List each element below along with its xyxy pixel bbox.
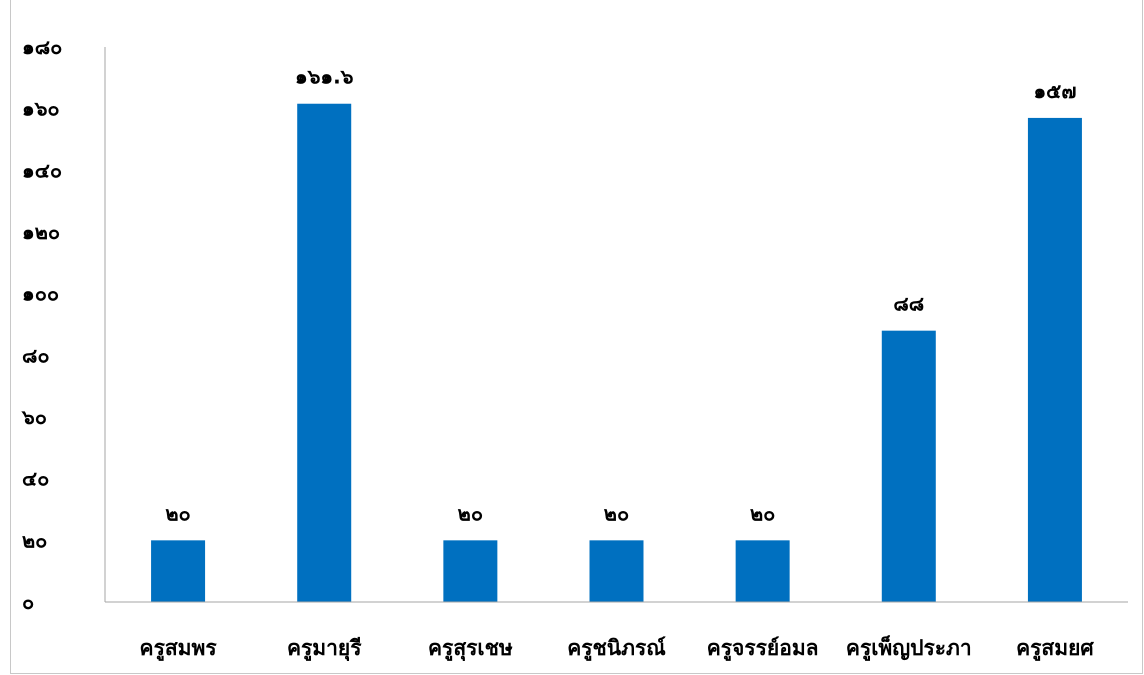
data-label: ๒๐ (165, 501, 190, 525)
bar (881, 330, 936, 602)
x-category-label: ครูสมยศ (1016, 636, 1094, 662)
bar (443, 540, 498, 602)
bars (151, 103, 1082, 603)
bar (735, 540, 790, 602)
y-tick-label: ๘๐ (22, 343, 50, 367)
y-tick-label: ๔๐ (22, 467, 49, 491)
bar (151, 540, 206, 602)
x-category-label: ครูเพ็ญประภา (846, 634, 972, 662)
bar (1027, 117, 1082, 603)
y-tick-label: ๑๒๐ (22, 220, 60, 244)
data-label: ๑๕๗ (1033, 79, 1076, 103)
data-label: ๘๘ (893, 292, 924, 316)
data-label: ๒๐ (750, 501, 775, 525)
y-tick-label: ๖๐ (21, 405, 47, 429)
y-tick-label: ๑๐๐ (22, 282, 59, 306)
x-category-label: ครูมายุรี (287, 636, 362, 662)
data-label: ๒๐ (604, 501, 629, 525)
chart-frame (10, 0, 1143, 674)
y-tick-label: ๐ (22, 590, 34, 614)
x-category-label: ครูสมพร (140, 636, 218, 662)
y-tick-label: ๑๘๐ (22, 35, 62, 59)
x-category-label: ครูชนิภรณ์ (567, 636, 666, 662)
data-labels: ๒๐ ๑๖๑.๖๒๐ ๒๐ ๒๐ ๘๘ ๑๕๗ (165, 65, 1076, 526)
x-category-label: ครูสุรเชษ (428, 636, 513, 662)
x-axis: ครูสมพร ครูมายุรี ครูสุรเชษ ครูชนิภรณ์ ครูจร… (105, 601, 1128, 662)
y-axis: ๐ ๒๐ ๔๐ ๖๐ ๘๐ ๑๐๐ ๑๒๐ ๑๔๐ ๑๖๐ ๑๘๐ (21, 35, 106, 614)
y-tick-label: ๒๐ (22, 528, 47, 552)
data-label: ๒๐ (458, 501, 483, 525)
y-tick-label: ๑๔๐ (22, 158, 62, 182)
bar (297, 103, 352, 602)
y-tick-label: ๑๖๐ (22, 97, 60, 121)
bar (589, 540, 644, 602)
data-label: ๑๖๑.๖ (295, 65, 354, 89)
x-category-label: ครูจรรย์อมล (707, 636, 819, 662)
